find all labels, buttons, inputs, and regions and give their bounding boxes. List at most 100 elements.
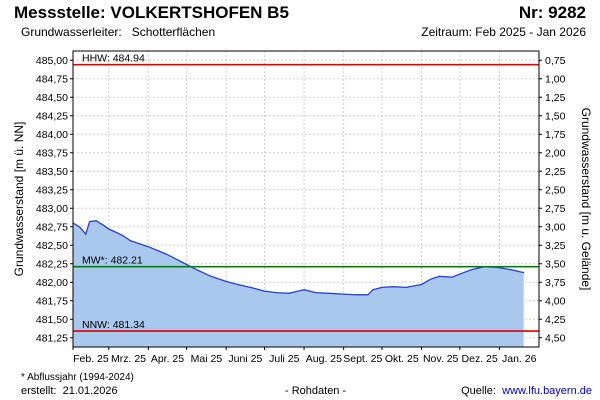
x-tick-label: Feb. 25 bbox=[73, 353, 109, 365]
data-point bbox=[165, 253, 167, 255]
left-tick-label: 483,75 bbox=[36, 147, 68, 159]
right-tick-label: 2,25 bbox=[545, 166, 566, 178]
right-tick-label: 0,75 bbox=[545, 55, 566, 67]
x-tick-label: Juli 25 bbox=[269, 353, 300, 365]
aquifer-value: Schotterflächen bbox=[131, 25, 216, 39]
right-tick-label: 2,50 bbox=[545, 184, 566, 196]
source-link[interactable]: www.lfu.bayern.de bbox=[502, 385, 592, 397]
data-point bbox=[103, 224, 105, 226]
data-point bbox=[438, 275, 440, 277]
data-point bbox=[249, 286, 252, 288]
x-tick-label: Nov. 25 bbox=[423, 353, 459, 365]
left-tick-label: 485,00 bbox=[36, 55, 68, 67]
data-point bbox=[367, 294, 369, 296]
data-point bbox=[275, 292, 277, 294]
x-tick-label: Sept. 25 bbox=[343, 353, 382, 365]
created-info: erstellt: 21.01.2026 bbox=[21, 385, 118, 397]
left-tick-label: 484,00 bbox=[36, 129, 68, 141]
raw-data-note: - Rohdaten - bbox=[285, 385, 347, 397]
data-point bbox=[138, 243, 140, 245]
left-tick-label: 482,25 bbox=[36, 258, 68, 270]
x-tick-label: Okt. 25 bbox=[385, 353, 419, 365]
source-label: Quelle: bbox=[461, 385, 496, 397]
x-tick-label: Apr. 25 bbox=[151, 353, 184, 365]
right-tick-label: 1,50 bbox=[545, 110, 566, 122]
data-point bbox=[459, 273, 461, 275]
right-tick-label: 3,75 bbox=[545, 277, 566, 289]
x-tick-label: Dez. 25 bbox=[462, 353, 498, 365]
data-point bbox=[470, 269, 472, 271]
data-point bbox=[147, 246, 149, 248]
created-date: 21.01.2026 bbox=[62, 385, 118, 397]
data-point bbox=[510, 269, 512, 271]
data-point bbox=[129, 240, 132, 242]
data-point bbox=[237, 283, 239, 286]
right-tick-label: 1,00 bbox=[545, 73, 566, 85]
x-tick-label: Mai 25 bbox=[191, 353, 223, 365]
data-point bbox=[108, 228, 110, 230]
data-point bbox=[210, 275, 212, 277]
x-tick-label: Jan. 26 bbox=[502, 353, 537, 365]
data-point bbox=[122, 235, 124, 237]
left-tick-label: 484,50 bbox=[36, 92, 68, 104]
left-tick-label: 481,75 bbox=[36, 295, 68, 307]
data-point bbox=[197, 269, 199, 271]
right-tick-label: 4,50 bbox=[545, 332, 566, 344]
right-tick-label: 1,25 bbox=[545, 92, 566, 104]
data-point bbox=[381, 286, 383, 288]
right-tick-label: 4,00 bbox=[545, 295, 566, 307]
data-point bbox=[174, 258, 176, 260]
plot-frame bbox=[72, 50, 540, 348]
left-tick-label: 481,50 bbox=[36, 314, 68, 326]
period-info: Zeitraum: Feb 2025 - Jan 2026 bbox=[421, 25, 586, 39]
left-tick-label: 482,00 bbox=[36, 277, 68, 289]
created-label: erstellt: bbox=[21, 385, 57, 397]
y-axis-left-title: Grundwasserstand [m ü. NN] bbox=[12, 122, 26, 277]
page-title: Messstelle: VOLKERTSHOFEN B5 bbox=[14, 3, 289, 22]
data-point bbox=[89, 221, 91, 223]
data-point bbox=[225, 280, 227, 283]
water-level-area bbox=[73, 220, 524, 347]
right-tick-label: 2,00 bbox=[545, 147, 566, 159]
left-tick-label: 482,50 bbox=[36, 240, 68, 252]
x-tick-label: Mrz. 25 bbox=[111, 353, 146, 365]
data-point bbox=[114, 231, 116, 233]
data-point bbox=[420, 283, 423, 286]
right-tick-label: 3,25 bbox=[545, 240, 566, 252]
data-point bbox=[186, 263, 188, 266]
right-tick-label: 3,50 bbox=[545, 258, 566, 270]
source-info: Quelle: www.lfu.bayern.de bbox=[461, 385, 592, 397]
aquifer-info: Grundwasserleiter: Schotterflächen bbox=[21, 25, 215, 39]
data-point bbox=[327, 292, 329, 294]
left-tick-label: 482,75 bbox=[36, 221, 68, 233]
data-point bbox=[95, 220, 97, 222]
right-tick-label: 1,75 bbox=[545, 129, 566, 141]
data-point bbox=[156, 249, 158, 251]
left-tick-label: 483,50 bbox=[36, 166, 68, 178]
footnote: * Abflussjahr (1994-2024) bbox=[21, 372, 134, 383]
x-tick-label: Juni 25 bbox=[228, 353, 262, 365]
y-axis-right-title: Grundwasserstand [m u. Gelände] bbox=[579, 108, 593, 291]
left-tick-label: 483,00 bbox=[36, 203, 68, 215]
left-tick-label: 483,25 bbox=[36, 184, 68, 196]
data-point bbox=[405, 286, 407, 288]
mw-label: MW*: 482.21 bbox=[82, 255, 143, 267]
data-point bbox=[429, 278, 432, 280]
left-tick-label: 481,25 bbox=[36, 332, 68, 344]
right-tick-label: 4,25 bbox=[545, 314, 566, 326]
data-point bbox=[263, 290, 266, 292]
data-point bbox=[303, 289, 305, 291]
data-point bbox=[294, 291, 296, 293]
data-point bbox=[315, 292, 317, 294]
nnw-label: NNW: 481.34 bbox=[82, 319, 145, 331]
right-tick-label: 3,00 bbox=[545, 221, 566, 233]
data-point bbox=[288, 292, 290, 294]
data-point bbox=[392, 286, 395, 288]
data-point bbox=[78, 226, 80, 228]
left-tick-label: 484,75 bbox=[36, 73, 68, 85]
right-tick-label: 2,75 bbox=[545, 203, 566, 215]
data-point bbox=[523, 272, 525, 274]
x-tick-label: Aug. 25 bbox=[306, 353, 342, 365]
hhw-label: HHW: 484.94 bbox=[82, 53, 145, 65]
